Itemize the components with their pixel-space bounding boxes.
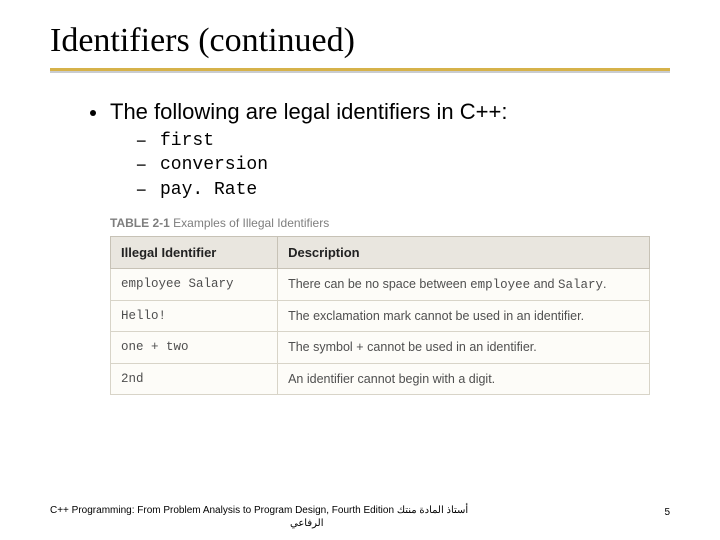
sub-list: − first − conversion − pay. Rate [90, 129, 660, 202]
table-cell-identifier: one + two [111, 331, 278, 363]
footer-arabic-1: أستاذ المادة منتك [397, 505, 468, 516]
table-row: one + two The symbol + cannot be used in… [111, 331, 650, 363]
dash-icon: − [136, 153, 146, 177]
page-number: 5 [664, 507, 670, 518]
table-cell-description: The symbol + cannot be used in an identi… [278, 331, 650, 363]
table-caption-label: TABLE 2-1 [110, 216, 170, 230]
divider-grey [50, 71, 670, 73]
table-cell-description: The exclamation mark cannot be used in a… [278, 300, 650, 331]
table-header-cell: Description [278, 236, 650, 268]
desc-mono: employee [470, 278, 530, 292]
sub-item-text: conversion [160, 153, 268, 177]
desc-text: The exclamation mark cannot be used in a… [288, 309, 584, 323]
table-cell-description: There can be no space between employee a… [278, 268, 650, 300]
footer-book-title: C++ Programming: From Problem Analysis t… [50, 505, 397, 516]
table-row: 2nd An identifier cannot begin with a di… [111, 363, 650, 394]
table-cell-identifier: employee Salary [111, 268, 278, 300]
table-row: Hello! The exclamation mark cannot be us… [111, 300, 650, 331]
table-header-cell: Illegal Identifier [111, 236, 278, 268]
desc-mono: Salary [558, 278, 603, 292]
bullet-text: The following are legal identifiers in C… [110, 99, 507, 125]
list-item: − pay. Rate [136, 178, 660, 202]
desc-text: cannot be used in an identifier. [364, 340, 537, 354]
sub-item-text: first [160, 129, 214, 153]
bullet-item: The following are legal identifiers in C… [90, 99, 660, 125]
desc-text: and [530, 277, 558, 291]
table-cell-identifier: Hello! [111, 300, 278, 331]
desc-text: The symbol [288, 340, 356, 354]
table-cell-identifier: 2nd [111, 363, 278, 394]
list-item: − first [136, 129, 660, 153]
dash-icon: − [136, 178, 146, 202]
table-cell-description: An identifier cannot begin with a digit. [278, 363, 650, 394]
table-row: employee Salary There can be no space be… [111, 268, 650, 300]
illegal-identifiers-table: Illegal Identifier Description employee … [110, 236, 650, 395]
desc-text: There can be no space between [288, 277, 470, 291]
table-caption-text: Examples of Illegal Identifiers [173, 216, 329, 230]
table-caption: TABLE 2-1 Examples of Illegal Identifier… [110, 216, 650, 230]
content-area: The following are legal identifiers in C… [50, 99, 670, 395]
slide-title: Identifiers (continued) [50, 22, 670, 60]
table-header-row: Illegal Identifier Description [111, 236, 650, 268]
desc-text: An identifier cannot begin with a digit. [288, 372, 495, 386]
bullet-dot-icon [90, 110, 96, 116]
desc-mono: + [356, 341, 364, 355]
list-item: − conversion [136, 153, 660, 177]
slide: Identifiers (continued) The following ar… [0, 0, 720, 540]
desc-text: . [603, 277, 606, 291]
sub-item-text: pay. Rate [160, 178, 257, 202]
footer-arabic-2: الرفاعي [290, 518, 323, 529]
dash-icon: − [136, 129, 146, 153]
table-container: TABLE 2-1 Examples of Illegal Identifier… [110, 216, 650, 395]
footer-text: C++ Programming: From Problem Analysis t… [50, 505, 570, 530]
title-divider [50, 68, 670, 71]
